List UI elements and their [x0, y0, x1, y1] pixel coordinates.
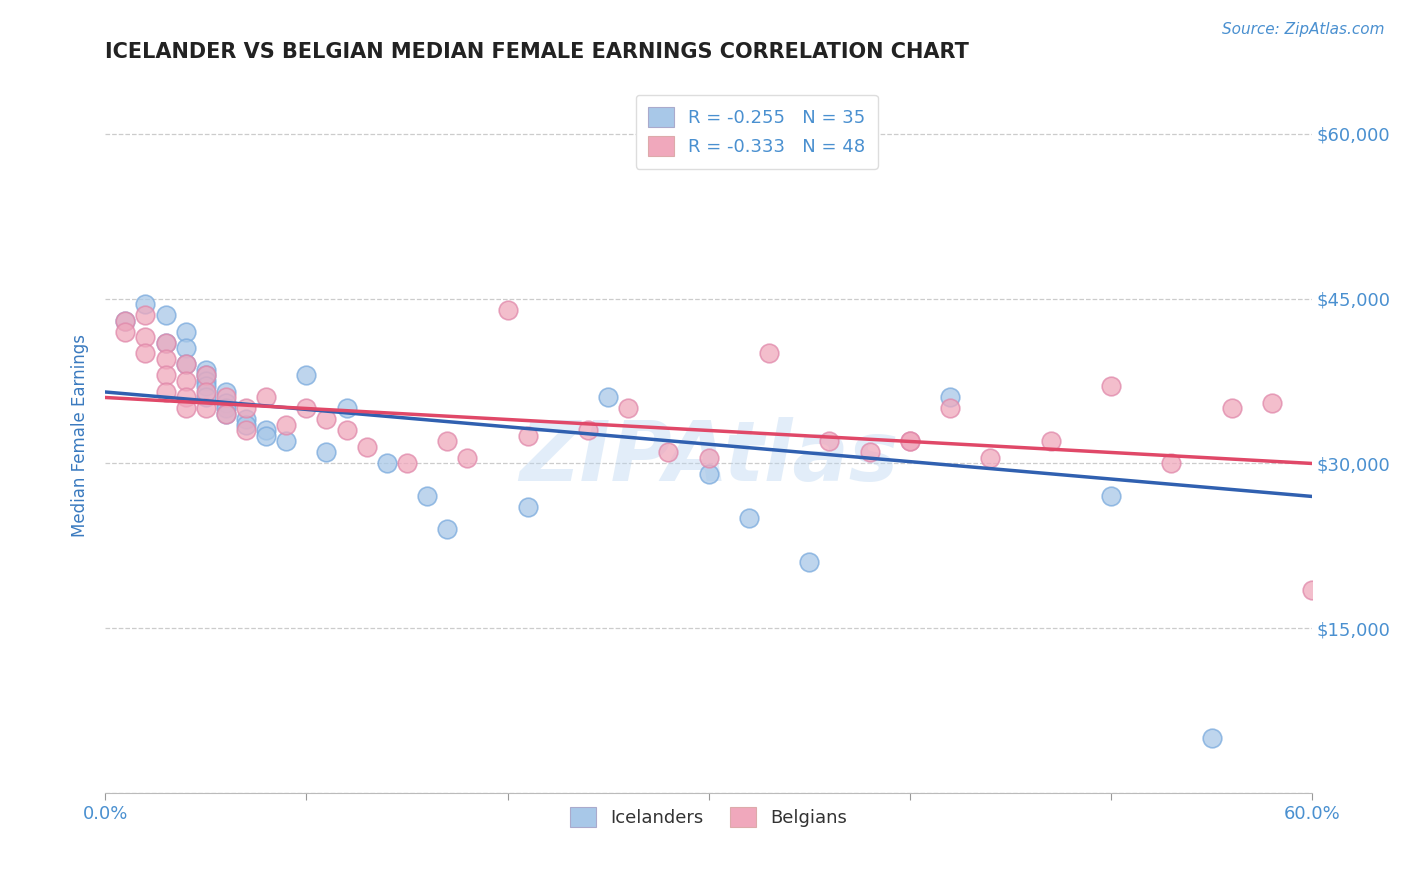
Point [235, 424, 257, 438]
Point [254, 391, 277, 405]
Point [1201, 731, 1223, 746]
Point [939, 391, 962, 405]
Y-axis label: Median Female Earnings: Median Female Earnings [72, 334, 89, 538]
Point [254, 429, 277, 443]
Point [516, 429, 538, 443]
Point [1099, 379, 1122, 393]
Point [215, 396, 238, 410]
Point [598, 391, 620, 405]
Point [215, 407, 238, 421]
Point [898, 434, 921, 449]
Point [697, 450, 720, 465]
Point [375, 457, 398, 471]
Point [738, 511, 761, 525]
Point [1301, 582, 1323, 597]
Point [134, 330, 156, 344]
Point [336, 401, 359, 416]
Point [194, 368, 217, 383]
Point [295, 401, 318, 416]
Point [174, 325, 197, 339]
Point [858, 445, 880, 459]
Point [898, 434, 921, 449]
Point [1039, 434, 1062, 449]
Point [254, 424, 277, 438]
Point [194, 401, 217, 416]
Point [436, 434, 458, 449]
Point [155, 368, 177, 383]
Point [295, 368, 318, 383]
Point [697, 467, 720, 482]
Point [134, 346, 156, 360]
Point [436, 523, 458, 537]
Point [315, 412, 337, 426]
Point [456, 450, 478, 465]
Point [1220, 401, 1243, 416]
Point [194, 379, 217, 393]
Point [395, 457, 418, 471]
Point [194, 384, 217, 399]
Point [215, 391, 238, 405]
Point [939, 401, 962, 416]
Point [235, 412, 257, 426]
Point [617, 401, 640, 416]
Point [215, 407, 238, 421]
Point [194, 374, 217, 388]
Point [155, 335, 177, 350]
Point [416, 490, 439, 504]
Point [155, 351, 177, 366]
Point [194, 363, 217, 377]
Point [155, 308, 177, 322]
Point [174, 391, 197, 405]
Point [134, 297, 156, 311]
Point [174, 341, 197, 355]
Point [174, 374, 197, 388]
Point [979, 450, 1001, 465]
Point [1261, 396, 1284, 410]
Point [215, 401, 238, 416]
Point [1099, 490, 1122, 504]
Point [174, 358, 197, 372]
Point [155, 384, 177, 399]
Point [114, 313, 136, 327]
Point [235, 417, 257, 432]
Point [336, 424, 359, 438]
Point [194, 391, 217, 405]
Text: ICELANDER VS BELGIAN MEDIAN FEMALE EARNINGS CORRELATION CHART: ICELANDER VS BELGIAN MEDIAN FEMALE EARNI… [105, 42, 969, 62]
Point [215, 384, 238, 399]
Point [276, 417, 298, 432]
Point [155, 335, 177, 350]
Point [114, 325, 136, 339]
Point [818, 434, 841, 449]
Point [315, 445, 337, 459]
Point [174, 401, 197, 416]
Point [356, 440, 378, 454]
Point [114, 313, 136, 327]
Text: ZIPAtlas: ZIPAtlas [519, 417, 898, 498]
Point [496, 302, 519, 317]
Point [276, 434, 298, 449]
Point [134, 308, 156, 322]
Point [1160, 457, 1182, 471]
Legend: Icelanders, Belgians: Icelanders, Belgians [564, 800, 855, 834]
Point [516, 500, 538, 515]
Point [174, 358, 197, 372]
Point [799, 556, 821, 570]
Point [194, 368, 217, 383]
Point [576, 424, 599, 438]
Point [235, 401, 257, 416]
Point [657, 445, 679, 459]
Text: Source: ZipAtlas.com: Source: ZipAtlas.com [1222, 22, 1385, 37]
Point [758, 346, 780, 360]
